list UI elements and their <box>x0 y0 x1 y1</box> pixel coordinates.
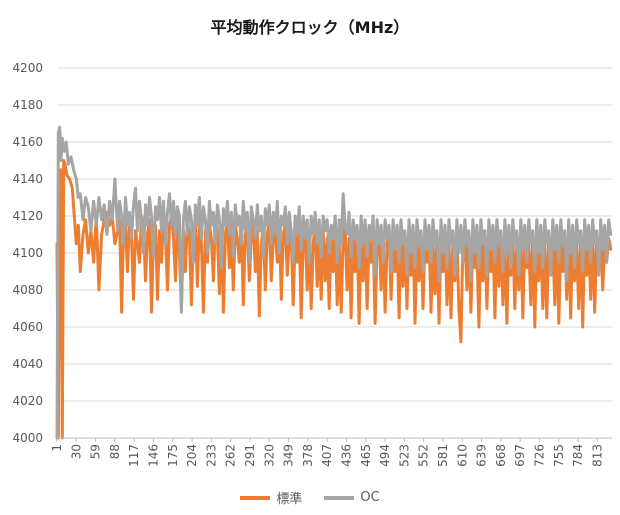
x-tick-label: 465 <box>359 444 373 467</box>
series-layer <box>55 125 613 440</box>
legend-label-oc: OC <box>360 490 380 505</box>
y-tick-label: 4120 <box>12 209 43 223</box>
x-tick-label: 320 <box>262 444 276 467</box>
legend-label-standard: 標準 <box>276 492 303 507</box>
x-tick-label: 755 <box>552 444 566 467</box>
legend-item-oc: OC <box>324 488 380 507</box>
legend-swatch-oc <box>324 495 355 500</box>
x-tick-label: 813 <box>590 444 604 467</box>
x-tick-label: 523 <box>397 444 411 467</box>
legend: 標準 OC <box>0 488 620 507</box>
x-tick-label: 233 <box>204 444 218 467</box>
x-tick-label: 30 <box>69 444 83 459</box>
x-tick-label: 204 <box>185 444 199 467</box>
x-tick-label: 639 <box>475 444 489 467</box>
y-tick-label: 4180 <box>12 98 43 112</box>
series-line-oc <box>55 125 613 440</box>
y-tick-label: 4080 <box>12 283 43 297</box>
legend-swatch-standard <box>240 495 271 500</box>
x-tick-label: 175 <box>166 444 180 467</box>
y-tick-label: 4160 <box>12 135 43 149</box>
x-tick-label: 117 <box>127 444 141 467</box>
x-tick-label: 436 <box>339 444 353 467</box>
y-tick-label: 4040 <box>12 357 43 371</box>
y-tick-label: 4000 <box>12 431 43 445</box>
x-axis-ticks: 1 30 59 88 117 146 175 204 233 262 291 320 349 378 407… <box>50 438 604 467</box>
y-tick-label: 4020 <box>12 394 43 408</box>
y-tick-label: 4100 <box>12 246 43 260</box>
x-tick-label: 668 <box>494 444 508 467</box>
x-tick-label: 552 <box>417 444 431 467</box>
x-tick-label: 146 <box>146 444 160 467</box>
chart-title: 平均動作クロック（MHz） <box>210 18 410 37</box>
y-tick-label: 4200 <box>12 61 43 75</box>
x-tick-label: 378 <box>301 444 315 467</box>
x-tick-label: 262 <box>224 444 238 467</box>
x-tick-label: 726 <box>532 444 546 467</box>
x-tick-label: 581 <box>436 444 450 467</box>
y-axis-ticks: 4000 4020 4040 4060 4080 4100 4120 4140 4160 4180… <box>12 61 43 445</box>
x-tick-label: 494 <box>378 444 392 467</box>
y-tick-label: 4140 <box>12 172 43 186</box>
x-tick-label: 59 <box>89 444 103 459</box>
x-tick-label: 349 <box>282 444 296 467</box>
y-tick-label: 4060 <box>12 320 43 334</box>
x-tick-label: 407 <box>320 444 334 467</box>
legend-item-standard: 標準 <box>240 488 302 507</box>
x-tick-label: 610 <box>455 444 469 467</box>
x-tick-label: 697 <box>513 444 527 467</box>
x-tick-label: 88 <box>108 444 122 459</box>
x-tick-label: 784 <box>571 444 585 467</box>
x-tick-label: 291 <box>243 444 257 467</box>
x-tick-label: 1 <box>50 444 64 452</box>
